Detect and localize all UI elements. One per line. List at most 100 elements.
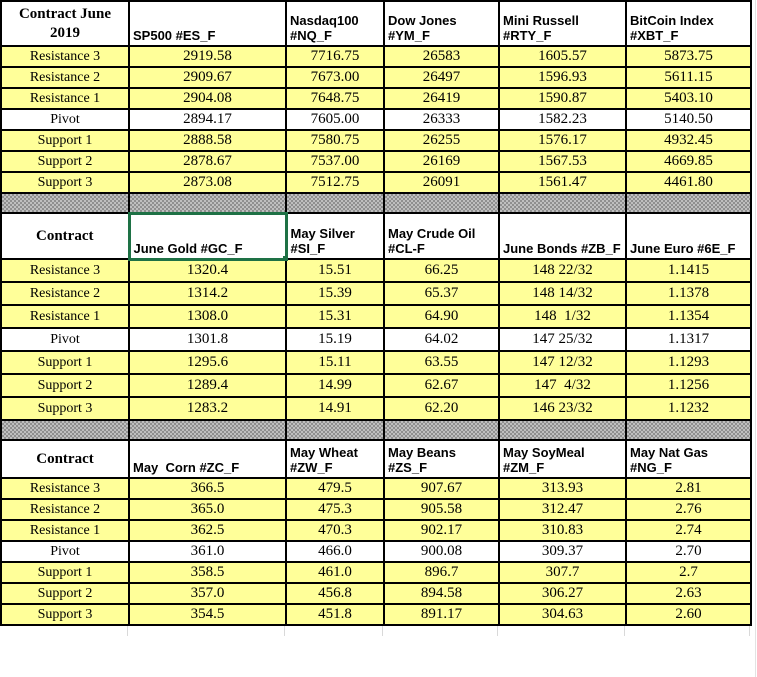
row-label-cell[interactable]: Support 2 [0,150,130,173]
value-cell[interactable]: 466.0 [285,540,385,563]
column-header-cell[interactable]: May Crude Oil #CL-F [383,212,500,260]
value-cell[interactable]: 14.99 [285,373,385,398]
value-cell[interactable]: 1308.0 [128,304,287,329]
value-cell[interactable]: 147 4/32 [498,373,627,398]
value-cell[interactable]: 5873.75 [625,45,752,68]
value-cell[interactable]: 62.67 [383,373,500,398]
value-cell[interactable]: 907.67 [383,477,500,500]
value-cell[interactable]: 900.08 [383,540,500,563]
value-cell[interactable]: 1567.53 [498,150,627,173]
value-cell[interactable]: 309.37 [498,540,627,563]
value-cell[interactable]: 1295.6 [128,350,287,375]
value-cell[interactable]: 1314.2 [128,281,287,306]
value-cell[interactable]: 1576.17 [498,129,627,152]
value-cell[interactable]: 4669.85 [625,150,752,173]
value-cell[interactable]: 304.63 [498,603,627,626]
column-header-cell[interactable]: May Silver #SI_F [285,212,385,260]
value-cell[interactable]: 312.47 [498,498,627,521]
column-header-cell[interactable]: SP500 #ES_F [128,0,287,47]
value-cell[interactable]: 5140.50 [625,108,752,131]
value-cell[interactable]: 1.1256 [625,373,752,398]
value-cell[interactable]: 15.11 [285,350,385,375]
value-cell[interactable]: 15.51 [285,258,385,283]
value-cell[interactable]: 15.39 [285,281,385,306]
value-cell[interactable]: 2919.58 [128,45,287,68]
column-header-cell[interactable]: Dow Jones #YM_F [383,0,500,47]
value-cell[interactable]: 902.17 [383,519,500,542]
value-cell[interactable]: 894.58 [383,582,500,605]
value-cell[interactable]: 470.3 [285,519,385,542]
value-cell[interactable]: 5611.15 [625,66,752,89]
value-cell[interactable]: 891.17 [383,603,500,626]
value-cell[interactable]: 62.20 [383,396,500,421]
value-cell[interactable]: 2.76 [625,498,752,521]
column-header-cell[interactable]: May SoyMeal #ZM_F [498,439,627,479]
value-cell[interactable]: 2888.58 [128,129,287,152]
value-cell[interactable]: 26497 [383,66,500,89]
row-label-cell[interactable]: Resistance 3 [0,477,130,500]
value-cell[interactable]: 1320.4 [128,258,287,283]
value-cell[interactable]: 1582.23 [498,108,627,131]
value-cell[interactable]: 148 22/32 [498,258,627,283]
value-cell[interactable]: 307.7 [498,561,627,584]
value-cell[interactable]: 905.58 [383,498,500,521]
value-cell[interactable]: 1596.93 [498,66,627,89]
value-cell[interactable]: 310.83 [498,519,627,542]
value-cell[interactable]: 26333 [383,108,500,131]
column-header-cell[interactable]: May Corn #ZC_F [128,439,287,479]
row-label-cell[interactable]: Pivot [0,540,130,563]
value-cell[interactable]: 313.93 [498,477,627,500]
value-cell[interactable]: 2894.17 [128,108,287,131]
row-label-cell[interactable]: Resistance 3 [0,45,130,68]
value-cell[interactable]: 306.27 [498,582,627,605]
value-cell[interactable]: 146 23/32 [498,396,627,421]
value-cell[interactable]: 7605.00 [285,108,385,131]
row-label-cell[interactable]: Resistance 2 [0,281,130,306]
value-cell[interactable]: 26583 [383,45,500,68]
row-label-cell[interactable]: Pivot [0,108,130,131]
value-cell[interactable]: 461.0 [285,561,385,584]
section-2-title-cell[interactable]: Contract [0,212,130,260]
value-cell[interactable]: 15.31 [285,304,385,329]
value-cell[interactable]: 2.60 [625,603,752,626]
value-cell[interactable]: 2.7 [625,561,752,584]
value-cell[interactable]: 4932.45 [625,129,752,152]
value-cell[interactable]: 7648.75 [285,87,385,110]
value-cell[interactable]: 7580.75 [285,129,385,152]
value-cell[interactable]: 14.91 [285,396,385,421]
row-label-cell[interactable]: Resistance 2 [0,498,130,521]
value-cell[interactable]: 361.0 [128,540,287,563]
row-label-cell[interactable]: Support 2 [0,373,130,398]
value-cell[interactable]: 1.1293 [625,350,752,375]
column-header-cell[interactable]: May Nat Gas #NG_F [625,439,752,479]
value-cell[interactable]: 365.0 [128,498,287,521]
value-cell[interactable]: 354.5 [128,603,287,626]
row-label-cell[interactable]: Support 3 [0,396,130,421]
value-cell[interactable]: 147 12/32 [498,350,627,375]
value-cell[interactable]: 1590.87 [498,87,627,110]
row-label-cell[interactable]: Resistance 1 [0,304,130,329]
column-header-cell[interactable]: Nasdaq100 #NQ_F [285,0,385,47]
value-cell[interactable]: 15.19 [285,327,385,352]
value-cell[interactable]: 2.81 [625,477,752,500]
row-label-cell[interactable]: Support 1 [0,129,130,152]
row-label-cell[interactable]: Resistance 2 [0,66,130,89]
row-label-cell[interactable]: Resistance 1 [0,87,130,110]
value-cell[interactable]: 4461.80 [625,171,752,194]
row-label-cell[interactable]: Support 3 [0,171,130,194]
row-label-cell[interactable]: Resistance 3 [0,258,130,283]
value-cell[interactable]: 147 25/32 [498,327,627,352]
value-cell[interactable]: 7716.75 [285,45,385,68]
value-cell[interactable]: 64.90 [383,304,500,329]
fill-handle[interactable] [281,254,283,256]
value-cell[interactable]: 1301.8 [128,327,287,352]
value-cell[interactable]: 2909.67 [128,66,287,89]
value-cell[interactable]: 2.63 [625,582,752,605]
value-cell[interactable]: 456.8 [285,582,385,605]
value-cell[interactable]: 358.5 [128,561,287,584]
value-cell[interactable]: 1289.4 [128,373,287,398]
row-label-cell[interactable]: Pivot [0,327,130,352]
value-cell[interactable]: 479.5 [285,477,385,500]
value-cell[interactable]: 1283.2 [128,396,287,421]
value-cell[interactable]: 148 14/32 [498,281,627,306]
